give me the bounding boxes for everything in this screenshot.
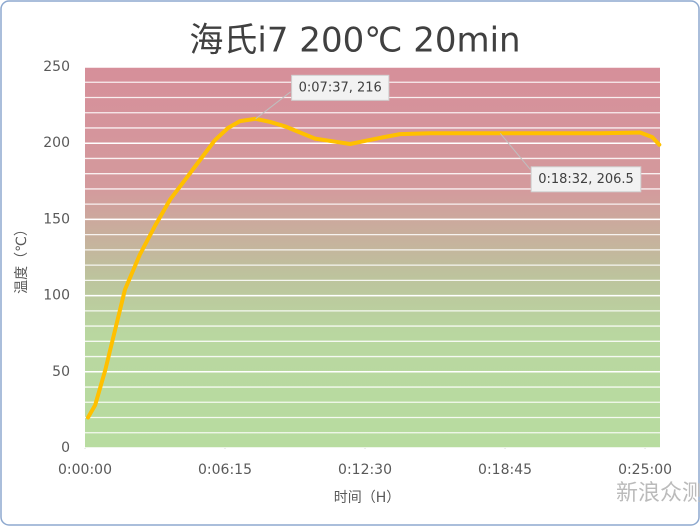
watermark: 新浪众测 [616, 481, 700, 506]
plot-area [85, 67, 660, 448]
y-tick-label: 50 [52, 364, 70, 380]
y-tick-label: 150 [43, 211, 70, 227]
annotation: 0:18:32, 206.5 [499, 132, 642, 193]
annotation: 0:07:37, 216 [255, 74, 390, 120]
annotation-label: 0:18:32, 206.5 [538, 172, 634, 187]
annotation-box [530, 166, 642, 193]
annotation-leader [255, 91, 291, 120]
annotation-leader [499, 132, 531, 170]
x-tick-label: 0:00:00 [58, 462, 112, 478]
chart-title: 海氏i7 200℃ 20min [189, 21, 520, 61]
x-tick-label: 0:06:15 [198, 462, 252, 478]
x-tick-label: 0:12:30 [338, 462, 392, 478]
y-tick-label: 100 [43, 288, 70, 304]
y-tick-label: 0 [61, 440, 70, 456]
annotation-label: 0:07:37, 216 [299, 80, 382, 95]
y-tick-label: 200 [43, 135, 70, 151]
x-tick-label: 0:18:45 [478, 462, 532, 478]
x-axis-label: 时间（H） [334, 490, 401, 506]
y-tick-label: 250 [43, 59, 70, 75]
x-tick-label: 0:25:00 [618, 462, 672, 478]
annotation-box [291, 74, 390, 101]
y-axis-label: 温度（℃） [14, 222, 30, 294]
